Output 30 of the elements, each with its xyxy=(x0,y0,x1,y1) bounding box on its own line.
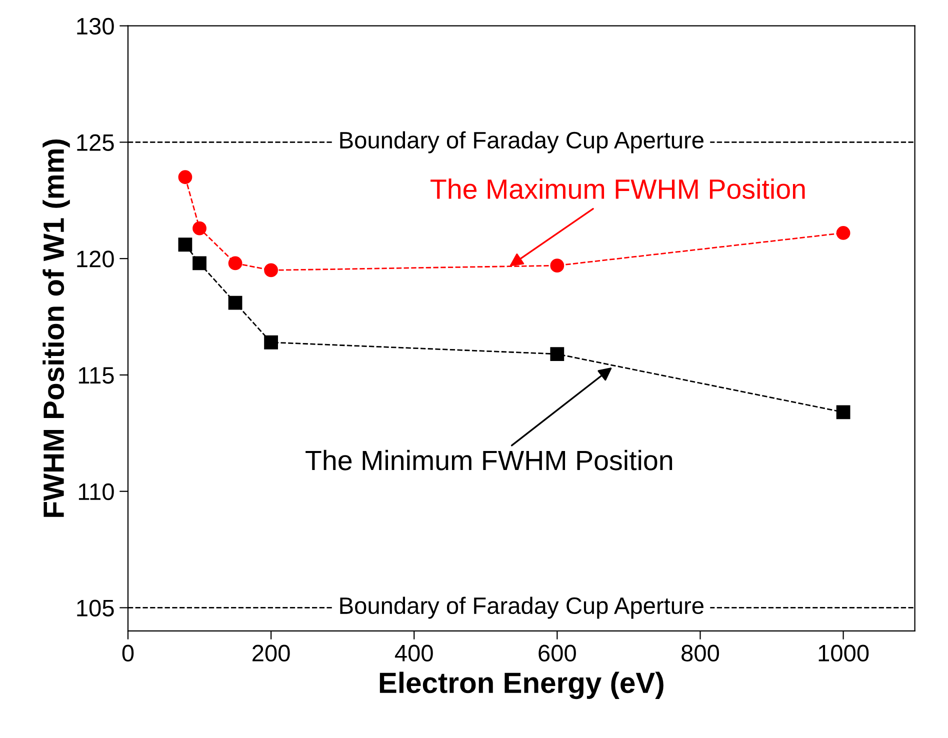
y-axis-title: FWHM Position of W1 (mm) xyxy=(42,139,70,517)
ref-line-label: Boundary of Faraday Cup Aperture xyxy=(340,596,704,619)
point xyxy=(550,258,564,273)
point xyxy=(178,170,192,184)
y-tick-label: 130 xyxy=(77,18,114,35)
annotation: The Minimum FWHM Position xyxy=(306,450,672,470)
point xyxy=(192,221,206,236)
annotation: The Maximum FWHM Position xyxy=(430,178,805,199)
point xyxy=(178,238,192,252)
x-tick-label: 200 xyxy=(252,644,290,662)
y-tick-label: 110 xyxy=(78,483,114,500)
ref-line-label: Boundary of Faraday Cup Aperture xyxy=(340,131,704,154)
y-tick-label: 125 xyxy=(77,134,114,151)
point xyxy=(264,335,278,350)
x-tick-label: 800 xyxy=(682,644,720,662)
y-tick-label: 115 xyxy=(78,367,114,384)
point xyxy=(836,405,850,420)
x-tick-label: 0 xyxy=(122,644,134,662)
point xyxy=(264,263,278,278)
y-tick-label: 120 xyxy=(77,250,114,268)
point xyxy=(550,347,564,361)
y-tick-label: 105 xyxy=(77,600,114,616)
point xyxy=(228,256,242,270)
x-tick-label: 400 xyxy=(394,644,433,662)
x-tick-label: 600 xyxy=(538,644,576,662)
point xyxy=(192,256,206,270)
x-axis-title: Electron Energy (eV) xyxy=(380,672,664,700)
point xyxy=(836,226,850,240)
x-tick-label: 1000 xyxy=(818,644,869,662)
point xyxy=(228,296,242,310)
